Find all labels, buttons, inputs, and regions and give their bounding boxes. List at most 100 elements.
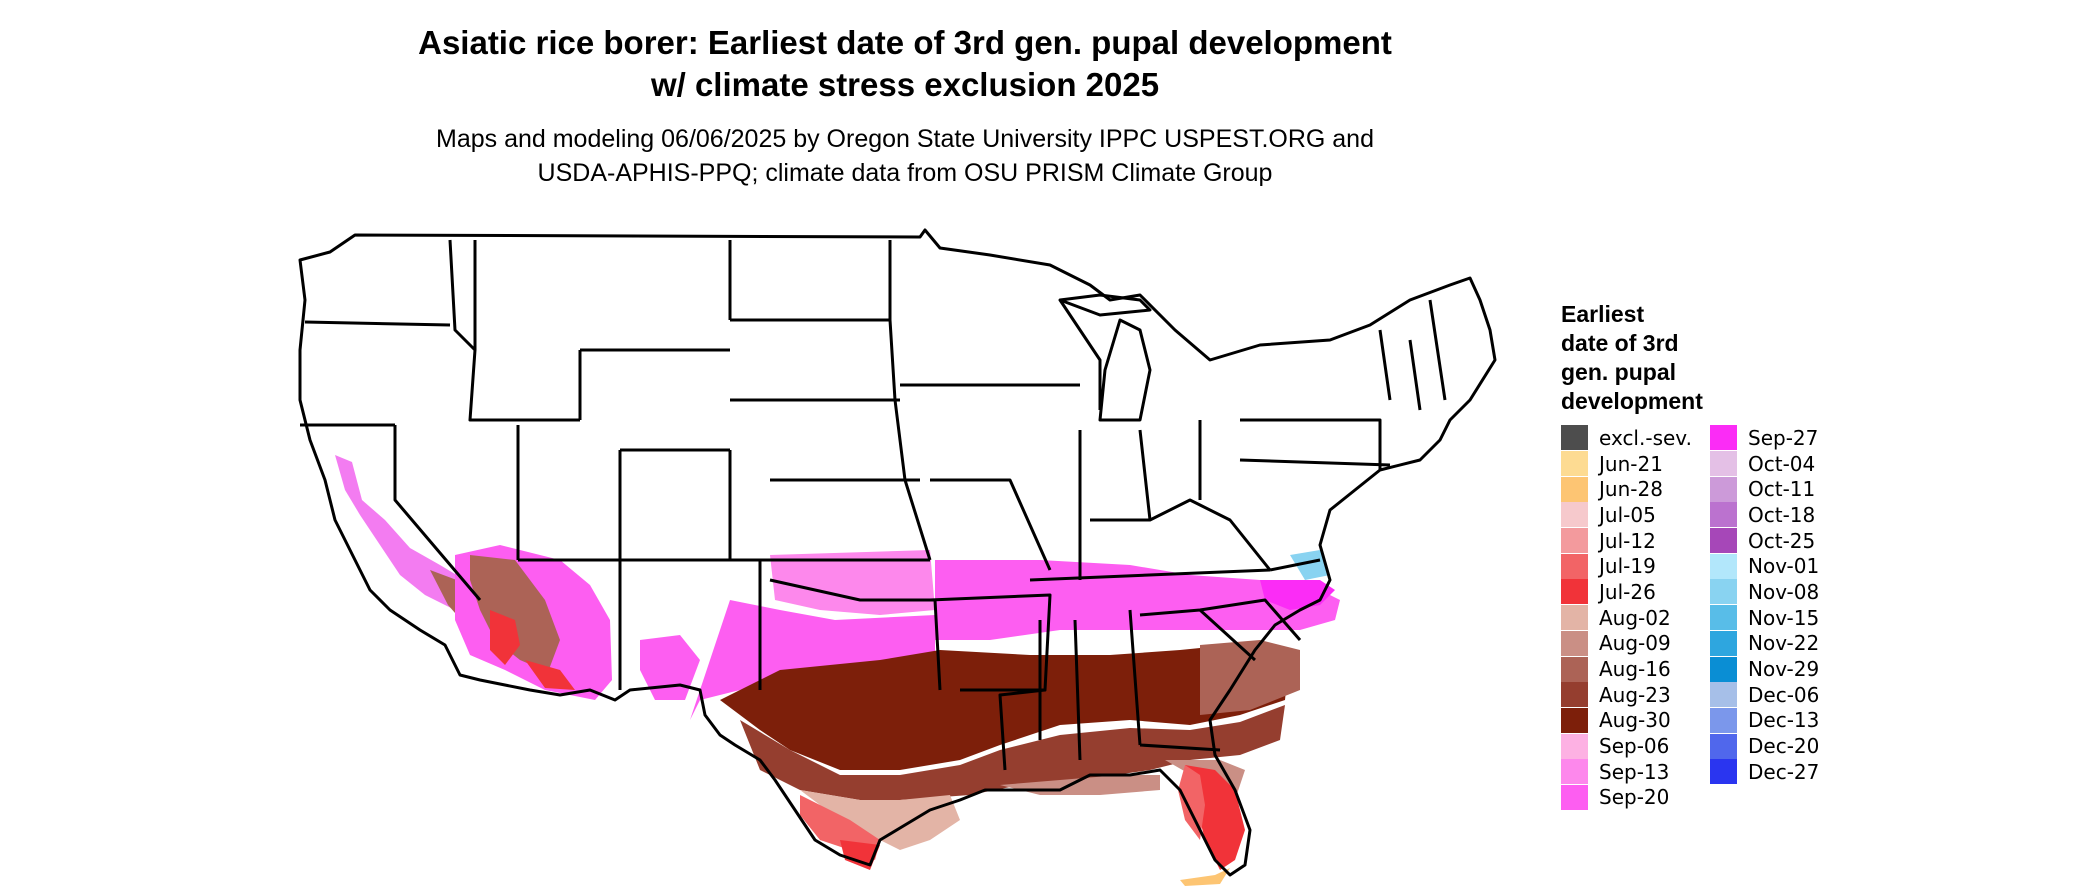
zone-virginia-blue — [1290, 550, 1330, 580]
legend-swatch — [1561, 553, 1588, 579]
border-co-nm — [728, 450, 762, 690]
legend-swatch — [1561, 502, 1588, 528]
legend-swatch — [1710, 759, 1737, 785]
legend-swatch — [1710, 476, 1737, 502]
legend-title-line: development — [1561, 388, 1703, 414]
legend-label: Dec-20 — [1748, 734, 1820, 759]
legend-swatch — [1710, 605, 1737, 631]
border-il-in-oh — [1078, 420, 1202, 580]
legend-column-2: Sep-27 Oct-04 Oct-11 Oct-18 Oct-25 Nov-01 Nov-… — [1710, 425, 1819, 785]
legend-item: Nov-08 — [1710, 579, 1819, 605]
border-wi-mi — [1058, 299, 1102, 410]
legend-item: Aug-02 — [1561, 605, 1692, 631]
legend-swatch — [1710, 682, 1737, 708]
legend-swatch — [1561, 682, 1588, 708]
legend-label: Nov-08 — [1748, 579, 1820, 604]
legend-title-line: Earliest — [1561, 301, 1645, 327]
legend-item: Dec-06 — [1710, 682, 1819, 708]
map-subtitle-line-1: Maps and modeling 06/06/2025 by Oregon S… — [436, 125, 1374, 153]
michigan-lower — [1098, 318, 1152, 422]
legend-swatch — [1561, 759, 1588, 785]
legend-swatch — [1561, 630, 1588, 656]
zone-arizona-red-2 — [525, 660, 575, 690]
legend-label: Aug-09 — [1599, 631, 1671, 656]
legend-label: Nov-29 — [1748, 657, 1820, 682]
map-subtitle-line-2: USDA-APHIS-PPQ; climate data from OSU PR… — [537, 159, 1273, 187]
legend-title-line: date of 3rd — [1561, 330, 1679, 356]
legend-swatch — [1710, 451, 1737, 477]
zone-california-pink — [335, 455, 475, 610]
legend-swatch — [1710, 656, 1737, 682]
zone-texas-coast-light — [800, 790, 960, 850]
border-dakotas — [730, 318, 900, 402]
legend-label: Oct-18 — [1748, 502, 1816, 527]
legend-item: Nov-15 — [1710, 605, 1819, 631]
legend-item: Nov-29 — [1710, 656, 1819, 682]
legend-label: Nov-22 — [1748, 631, 1820, 656]
legend-swatch — [1710, 425, 1737, 451]
legend-swatch — [1710, 502, 1737, 528]
legend-item: Aug-30 — [1561, 707, 1692, 734]
legend-column-1: excl.-sev. Jun-21 Jun-28 Jul-05 Jul-12 Jul-19… — [1561, 425, 1692, 810]
legend-label: Aug-30 — [1599, 708, 1671, 733]
legend-swatch — [1561, 733, 1588, 759]
zone-gulf-brown-mid — [740, 705, 1285, 800]
map-subtitle: Maps and modeling 06/06/2025 by Oregon S… — [300, 122, 1510, 190]
border-ga-fl — [1139, 743, 1221, 752]
legend-item: Nov-22 — [1710, 630, 1820, 657]
legend-label: Jul-19 — [1599, 554, 1656, 579]
border-plains-east — [888, 240, 932, 561]
border-carolinas — [1139, 598, 1302, 662]
border-tx-ok — [769, 578, 942, 691]
legend-label: Aug-23 — [1599, 682, 1671, 707]
legend-label: Sep-20 — [1599, 785, 1670, 810]
legend-label: Oct-04 — [1748, 451, 1816, 476]
border-va-nc — [1269, 558, 1321, 572]
legend-swatch — [1561, 707, 1588, 733]
map-title: Asiatic rice borer: Earliest date of 3rd… — [300, 22, 1510, 106]
border-ne-states — [1378, 299, 1447, 411]
legend-label: Jul-05 — [1599, 502, 1656, 527]
zone-gulf-brown-dark — [720, 645, 1290, 770]
legend-label: Sep-13 — [1599, 759, 1670, 784]
legend-swatch — [1561, 451, 1588, 477]
legend-swatch — [1710, 553, 1737, 579]
legend-item: Nov-01 — [1710, 553, 1819, 579]
legend-swatch — [1561, 605, 1588, 631]
legend-label: Dec-06 — [1748, 682, 1820, 707]
legend-item: Dec-13 — [1710, 707, 1819, 734]
map-title-line-2: w/ climate stress exclusion 2025 — [650, 66, 1160, 103]
development-zones — [335, 455, 1340, 886]
legend-swatch — [1561, 656, 1588, 682]
legend-item: Jul-26 — [1561, 579, 1692, 605]
legend-item: Aug-09 — [1561, 630, 1692, 657]
legend-label: Aug-16 — [1599, 657, 1671, 682]
legend-swatch — [1561, 425, 1588, 451]
legend-label: excl.-sev. — [1599, 425, 1692, 450]
legend-item: Jul-19 — [1561, 553, 1692, 579]
legend-label: Jun-21 — [1599, 451, 1663, 476]
border-ky-oh — [1090, 498, 1272, 571]
legend-item: Sep-27 — [1710, 425, 1819, 451]
legend-label: Nov-15 — [1748, 605, 1820, 630]
legend-swatch — [1710, 528, 1737, 554]
us-outline — [298, 228, 1497, 877]
legend-item: Sep-13 — [1561, 759, 1692, 785]
legend-item: Oct-18 — [1710, 502, 1819, 528]
zone-newmexico-pink — [640, 635, 700, 700]
border-id — [448, 239, 580, 422]
legend-item: Sep-06 — [1561, 733, 1692, 759]
legend-label: Jul-12 — [1599, 528, 1656, 553]
legend-item: Aug-16 — [1561, 656, 1692, 682]
zone-florida-keys — [1180, 868, 1230, 886]
border-mo — [930, 478, 1052, 571]
border-mt-nd — [578, 240, 732, 420]
legend-label: Aug-02 — [1599, 605, 1671, 630]
zone-texas-pink — [690, 600, 935, 720]
legend-label: Sep-06 — [1599, 734, 1670, 759]
legend-swatch — [1561, 784, 1588, 810]
legend-item: Jun-21 — [1561, 451, 1692, 477]
legend-item: Jul-05 — [1561, 502, 1692, 528]
legend-item: Jul-12 — [1561, 528, 1692, 554]
